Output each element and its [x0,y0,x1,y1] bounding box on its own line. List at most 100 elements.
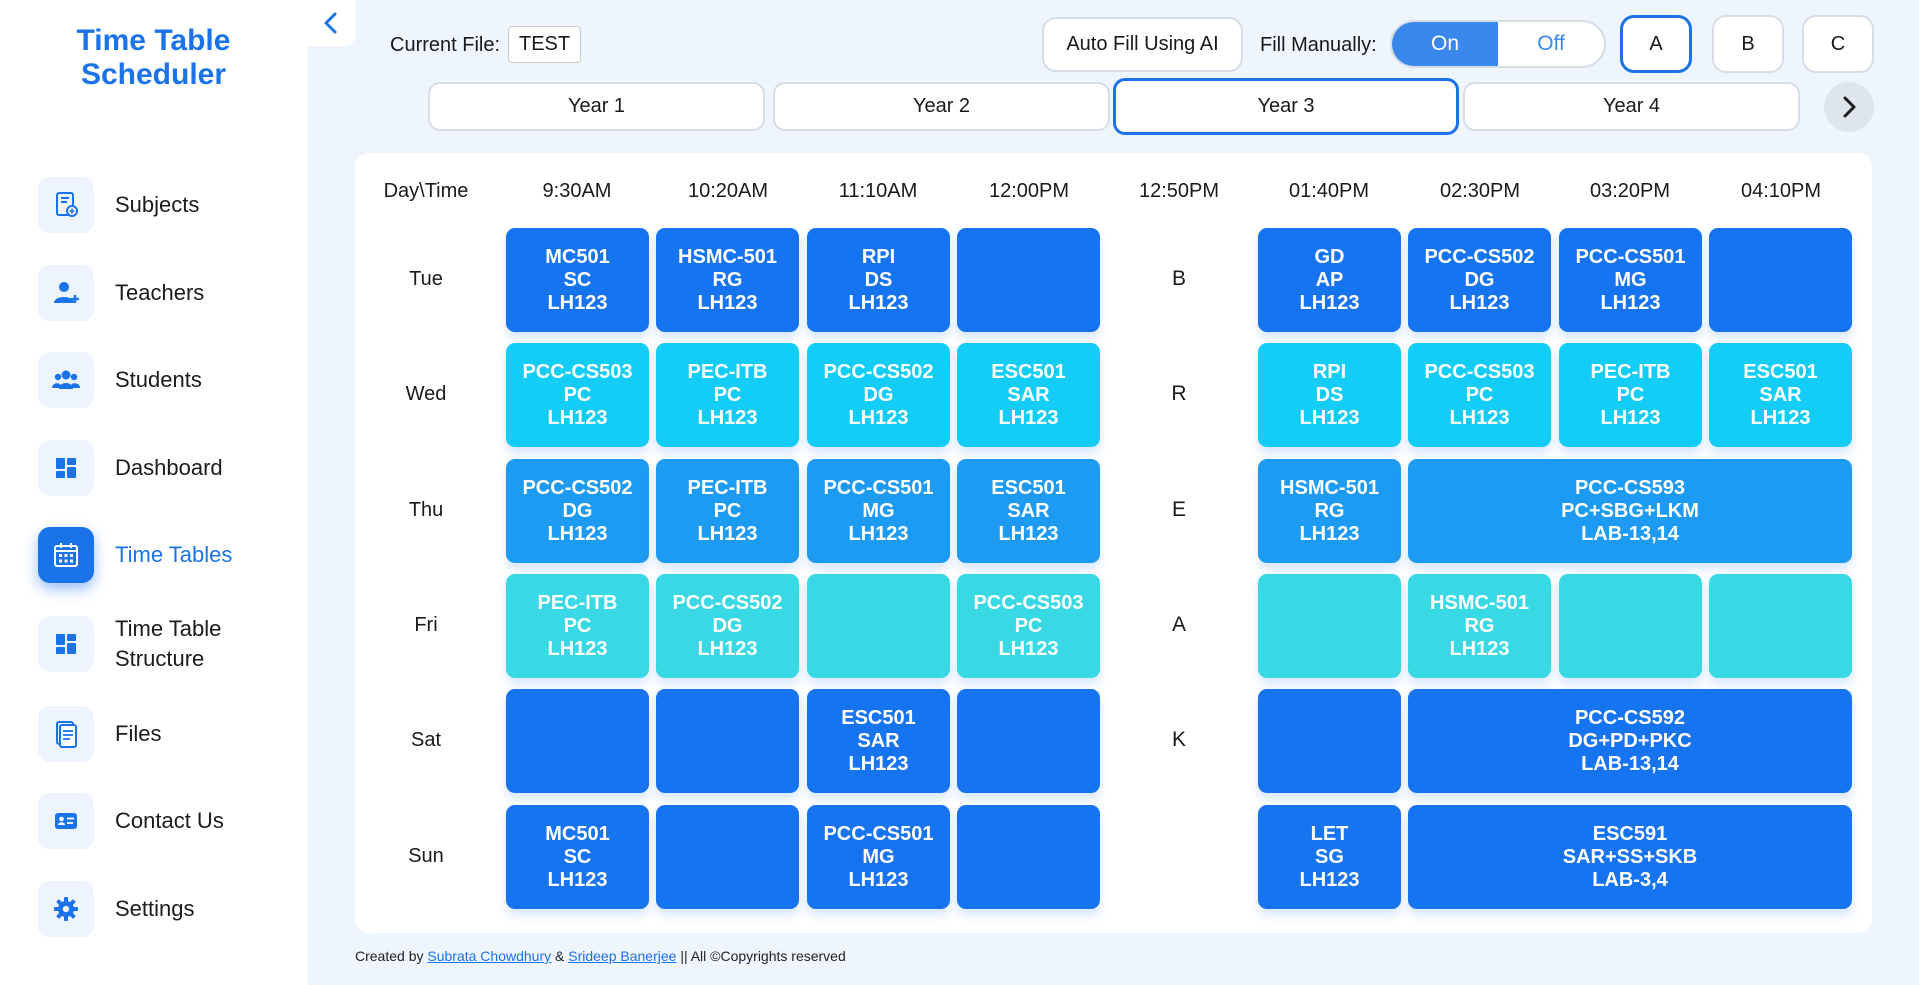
period-cell[interactable]: PCC-CS502 DG LH123 [807,343,950,447]
sidebar-item-teachers[interactable]: Teachers [38,263,288,323]
period-cell[interactable]: RPI DS LH123 [807,228,950,332]
period-cell[interactable]: MC501 SC LH123 [506,805,649,909]
break-letter: A [1171,613,1186,636]
toggle-on-option[interactable]: On [1392,22,1498,66]
time-header: 01:40PM [1288,179,1370,202]
sidebar-item-label: Time Tables [115,542,233,567]
period-cell[interactable] [1258,574,1401,678]
period-cell[interactable] [957,228,1100,332]
sidebar-item-subjects[interactable]: Subjects [38,175,288,235]
period-cell[interactable] [807,574,950,678]
time-header: 03:20PM [1589,179,1671,202]
period-cell[interactable]: ESC501 SAR LH123 [1709,343,1852,447]
period-cell[interactable]: GD AP LH123 [1258,228,1401,332]
period-cell[interactable] [957,689,1100,793]
period-cell[interactable]: PEC-ITB PC LH123 [1559,343,1702,447]
period-cell[interactable]: PCC-CS502 DG LH123 [1408,228,1551,332]
section-c-button[interactable]: C [1802,15,1874,73]
period-cell[interactable]: PEC-ITB PC LH123 [656,343,799,447]
tab-year-4[interactable]: Year 4 [1463,82,1800,131]
break-letter: B [1171,267,1186,290]
sidebar-item-time-table-structure[interactable]: Time Table Structure [38,612,288,676]
day-label: Tue [409,267,443,290]
author-link-2[interactable]: Srideep Banerjee [568,948,677,964]
sidebar-item-dashboard[interactable]: Dashboard [38,438,288,498]
sidebar-item-contact-us[interactable]: Contact Us [38,791,288,851]
period-cell[interactable]: LET SG LH123 [1258,805,1401,909]
period-cell[interactable] [1559,574,1702,678]
lab-cell[interactable]: PCC-CS593 PC+SBG+LKM LAB-13,14 [1408,459,1852,563]
footer-prefix: Created by [355,948,428,964]
sidebar-item-label: Files [115,721,162,746]
period-cell[interactable]: PCC-CS501 MG LH123 [807,805,950,909]
next-years-button[interactable] [1824,82,1874,132]
current-file-value: TEST [508,26,582,63]
sidebar-item-label: Teachers [115,280,205,305]
file-icon [38,706,94,762]
toggle-off-option[interactable]: Off [1537,32,1565,55]
section-a-button[interactable]: A [1620,15,1692,73]
period-cell[interactable]: HSMC-501 RG LH123 [1408,574,1551,678]
time-header: 04:10PM [1740,179,1822,202]
period-cell[interactable]: ESC501 SAR LH123 [957,459,1100,563]
period-cell[interactable] [656,805,799,909]
time-header: 11:10AM [838,179,918,202]
period-cell[interactable]: PEC-ITB PC LH123 [656,459,799,563]
time-header: 9:30AM [542,179,612,202]
tab-year-3[interactable]: Year 3 [1113,78,1459,135]
students-group-icon [38,352,94,408]
fill-manually-toggle[interactable]: On Off [1390,20,1606,68]
period-cell[interactable]: PCC-CS502 DG LH123 [506,459,649,563]
sidebar-item-label: Students [115,367,202,392]
sidebar-item-students[interactable]: Students [38,350,288,410]
period-cell[interactable]: ESC501 SAR LH123 [957,343,1100,447]
gear-icon [38,881,94,937]
app-title-line2: Scheduler [80,58,227,91]
period-cell[interactable]: PCC-CS501 MG LH123 [807,459,950,563]
period-cell[interactable]: HSMC-501 RG LH123 [656,228,799,332]
app-title: Time Table Scheduler [0,24,307,92]
day-label: Wed [405,382,447,405]
sidebar-item-label-line2: Structure [115,646,205,671]
period-cell[interactable]: PCC-CS501 MG LH123 [1559,228,1702,332]
contact-card-icon [38,793,94,849]
period-cell[interactable]: RPI DS LH123 [1258,343,1401,447]
period-cell[interactable]: PCC-CS503 PC LH123 [1408,343,1551,447]
collapse-sidebar-button[interactable] [307,0,355,46]
chevron-right-icon [1843,96,1856,118]
break-letter: E [1171,498,1186,521]
lab-cell[interactable]: PCC-CS592 DG+PD+PKC LAB-13,14 [1408,689,1852,793]
period-cell[interactable]: HSMC-501 RG LH123 [1258,459,1401,563]
auto-fill-ai-button[interactable]: Auto Fill Using AI [1042,17,1243,72]
sidebar-item-label: Dashboard [115,455,223,480]
period-cell[interactable]: PCC-CS503 PC LH123 [506,343,649,447]
sidebar-item-settings[interactable]: Settings [38,879,288,939]
time-header: 12:50PM [1138,179,1220,202]
section-b-button[interactable]: B [1712,15,1784,73]
period-cell[interactable] [1709,228,1852,332]
time-header: 12:00PM [988,179,1070,202]
sidebar-item-time-tables[interactable]: Time Tables [38,525,288,585]
sidebar-item-files[interactable]: Files [38,704,288,764]
author-link-1[interactable]: Subrata Chowdhury [427,948,552,964]
structure-grid-icon [38,616,94,672]
tab-year-1[interactable]: Year 1 [428,82,765,131]
day-label: Thu [408,498,444,521]
period-cell[interactable] [1258,689,1401,793]
period-cell[interactable]: PCC-CS502 DG LH123 [656,574,799,678]
period-cell[interactable]: PCC-CS503 PC LH123 [957,574,1100,678]
period-cell[interactable]: ESC501 SAR LH123 [807,689,950,793]
tab-year-2[interactable]: Year 2 [773,82,1110,131]
sidebar-item-label: Settings [115,896,195,921]
app-title-line1: Time Table [76,24,231,57]
period-cell[interactable] [506,689,649,793]
period-cell[interactable] [1709,574,1852,678]
period-cell[interactable] [656,689,799,793]
period-cell[interactable]: MC501 SC LH123 [506,228,649,332]
sidebar-item-label-line1: Time Table [115,616,222,641]
period-cell[interactable]: PEC-ITB PC LH123 [506,574,649,678]
lab-cell[interactable]: ESC591 SAR+SS+SKB LAB-3,4 [1408,805,1852,909]
period-cell[interactable] [957,805,1100,909]
current-file-label: Current File: [390,34,501,56]
break-letter: R [1171,382,1187,405]
